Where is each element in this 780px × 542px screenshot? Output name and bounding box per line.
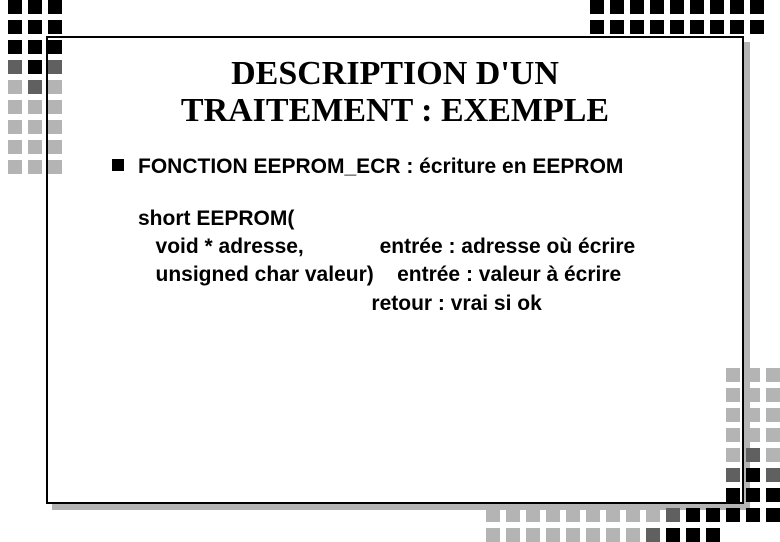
decor-square (28, 20, 42, 34)
decor-square (486, 508, 500, 522)
decor-square (746, 468, 760, 482)
decor-square (8, 0, 22, 14)
bullet-square-icon (112, 159, 124, 171)
decor-square (766, 488, 780, 502)
decor-square (726, 488, 740, 502)
decor-square (730, 20, 744, 34)
decor-square (28, 40, 42, 54)
decor-square (48, 140, 62, 154)
decor-square (726, 408, 740, 422)
decor-square (746, 448, 760, 462)
title-line-1: DESCRIPTION D'UN (48, 56, 742, 93)
decor-square (48, 80, 62, 94)
decor-square (8, 100, 22, 114)
decor-square (650, 0, 664, 14)
decor-square (8, 140, 22, 154)
decor-square (710, 20, 724, 34)
bullet-item: FONCTION EEPROM_ECR : écriture en EEPROM (112, 153, 688, 180)
decor-square (746, 428, 760, 442)
decor-square (48, 100, 62, 114)
decor-square (610, 0, 624, 14)
decor-square (726, 468, 740, 482)
decor-square (726, 428, 740, 442)
decor-square (48, 60, 62, 74)
decor-square (650, 20, 664, 34)
decor-square (48, 160, 62, 174)
decor-square (746, 408, 760, 422)
decor-square (706, 508, 720, 522)
decor-square (506, 508, 520, 522)
decor-square (766, 428, 780, 442)
decor-square (710, 0, 724, 14)
decor-square (28, 0, 42, 14)
decor-square (586, 508, 600, 522)
decor-square (666, 508, 680, 522)
decor-square (48, 40, 62, 54)
decor-square (750, 0, 764, 14)
decor-square (28, 80, 42, 94)
decor-square (48, 0, 62, 14)
bullet-text: FONCTION EEPROM_ECR : écriture en EEPROM (138, 153, 623, 180)
decor-square (670, 0, 684, 14)
decor-square (546, 508, 560, 522)
decor-square (750, 20, 764, 34)
decor-square (630, 0, 644, 14)
decor-square (630, 20, 644, 34)
decor-square (28, 160, 42, 174)
decor-square (566, 508, 580, 522)
slide-frame: DESCRIPTION D'UN TRAITEMENT : EXEMPLE FO… (46, 36, 744, 504)
decor-square (726, 368, 740, 382)
decor-square (690, 20, 704, 34)
slide-title: DESCRIPTION D'UN TRAITEMENT : EXEMPLE (48, 38, 742, 129)
decor-square (8, 160, 22, 174)
decor-square (766, 508, 780, 522)
decor-square (670, 20, 684, 34)
decor-square (8, 80, 22, 94)
decor-square (28, 140, 42, 154)
decor-square (590, 20, 604, 34)
decor-square (746, 488, 760, 502)
decor-square (690, 0, 704, 14)
decor-square (606, 508, 620, 522)
decor-square (590, 0, 604, 14)
decor-square (730, 0, 744, 14)
decor-square (626, 508, 640, 522)
decor-square (8, 120, 22, 134)
decor-square (526, 508, 540, 522)
decor-square (8, 40, 22, 54)
decor-square (746, 368, 760, 382)
decor-square (48, 120, 62, 134)
decor-square (28, 60, 42, 74)
decor-square (766, 468, 780, 482)
code-block: short EEPROM( void * adresse, entrée : a… (138, 205, 688, 318)
decor-square (726, 388, 740, 402)
slide-content: FONCTION EEPROM_ECR : écriture en EEPROM… (48, 129, 742, 318)
title-line-2: TRAITEMENT : EXEMPLE (48, 93, 742, 130)
decor-square (746, 388, 760, 402)
decor-square (610, 20, 624, 34)
decor-square (28, 120, 42, 134)
decor-square (766, 448, 780, 462)
decor-square (746, 508, 760, 522)
decor-square (8, 60, 22, 74)
decor-square (686, 508, 700, 522)
decor-square (766, 368, 780, 382)
decor-square (48, 20, 62, 34)
decor-square (726, 448, 740, 462)
decor-square (646, 508, 660, 522)
decor-square (766, 388, 780, 402)
decor-square (726, 508, 740, 522)
decor-square (766, 408, 780, 422)
decor-square (8, 20, 22, 34)
decor-square (28, 100, 42, 114)
